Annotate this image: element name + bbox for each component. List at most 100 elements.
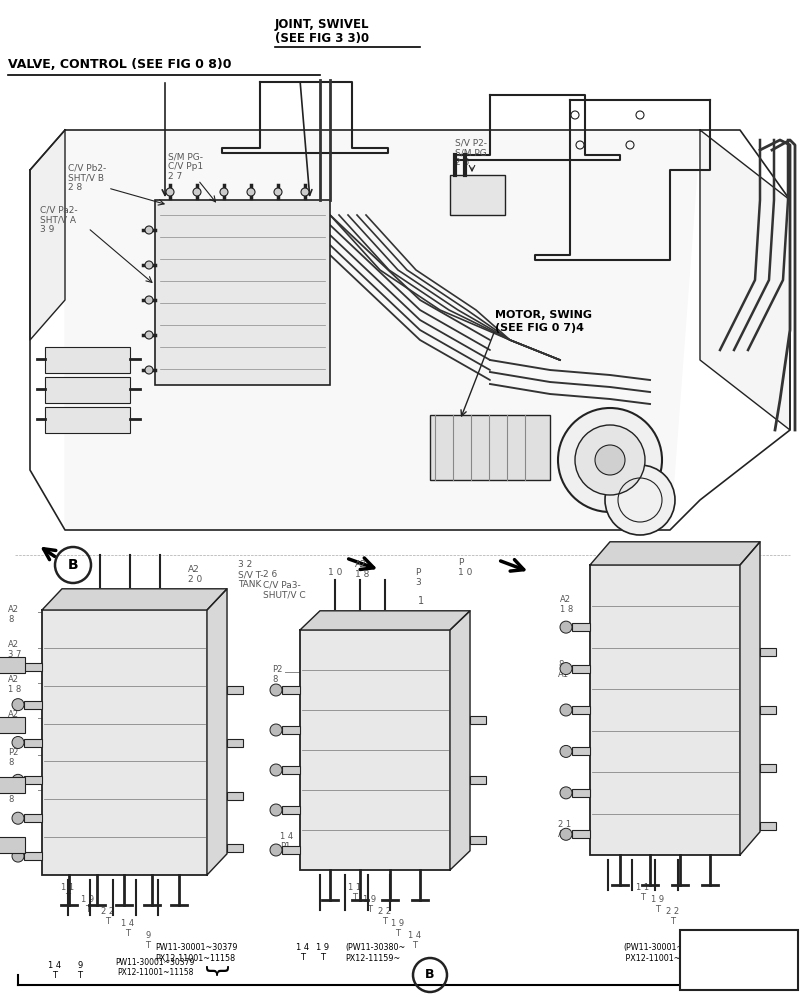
Bar [24,776,42,784]
Circle shape [12,661,24,673]
Text: 3 2: 3 2 [238,560,252,569]
Bar [0,777,25,793]
Text: 2 2
T: 2 2 T [378,907,391,926]
Text: 1 1
T: 1 1 T [348,883,361,902]
Circle shape [220,188,228,196]
Text: A2
1 8: A2 1 8 [560,595,573,614]
Circle shape [270,684,281,696]
Circle shape [301,188,309,196]
Text: T: T [300,953,305,962]
Circle shape [270,724,281,736]
Bar [24,738,42,746]
Text: 1 4
T: 1 4 T [408,931,421,950]
Polygon shape [699,130,789,430]
Text: P2
8: P2 8 [272,665,282,684]
Text: 2 8: 2 8 [68,183,82,192]
Text: 1 0: 1 0 [457,568,472,577]
Circle shape [560,663,571,675]
Bar [45,407,130,433]
Text: PX12-11159~: PX12-11159~ [345,954,400,963]
Text: T: T [77,971,83,980]
Text: 1 9
T: 1 9 T [391,919,404,938]
Polygon shape [449,611,470,870]
Bar [227,844,242,852]
Bar [281,686,299,694]
Text: S/M PG-: S/M PG- [168,152,203,161]
Text: 1 4: 1 4 [296,943,309,952]
Text: A2
3 8: A2 3 8 [8,710,21,729]
Bar [24,814,42,822]
Bar [571,706,590,714]
Text: JOINT, SWIVEL: JOINT, SWIVEL [275,18,369,31]
Text: S/M PG: S/M PG [454,148,486,157]
Text: P: P [457,558,463,567]
Text: P: P [633,553,638,562]
Bar [299,630,449,870]
Circle shape [560,787,571,799]
Text: VALVE, CONTROL (SEE FIG 0 8)0: VALVE, CONTROL (SEE FIG 0 8)0 [8,58,231,71]
Text: 1 0: 1 0 [328,568,342,577]
Circle shape [594,445,624,475]
Bar [155,200,329,385]
Circle shape [12,774,24,786]
Text: 1: 1 [418,596,423,606]
Circle shape [12,812,24,824]
Text: 1 9
T: 1 9 T [363,895,376,914]
Bar [281,766,299,774]
Polygon shape [739,542,759,855]
Text: A2
1 8: A2 1 8 [8,675,21,694]
Bar [430,415,549,480]
Text: PW11-30001~30379: PW11-30001~30379 [155,943,237,952]
Text: A2
3 7: A2 3 7 [8,640,21,659]
Bar [590,565,739,855]
Circle shape [270,844,281,856]
Text: PW11-30001~30379: PW11-30001~30379 [115,958,195,967]
Text: 3: 3 [414,578,420,587]
Text: 2 2
T: 2 2 T [666,907,679,926]
Text: 2 0: 2 0 [188,575,202,584]
Text: B: B [67,558,78,572]
Text: SHUT/V C: SHUT/V C [263,590,305,599]
Text: S/V T-: S/V T- [238,570,264,579]
Circle shape [560,828,571,840]
Bar [45,377,130,403]
Circle shape [604,465,674,535]
Text: (SEE FIG 0 7)4: (SEE FIG 0 7)4 [495,323,583,333]
Circle shape [145,226,152,234]
Text: A2: A2 [188,565,200,574]
Text: (PW11-30380~: (PW11-30380~ [345,943,405,952]
Polygon shape [207,589,227,875]
Text: 2 6: 2 6 [454,158,469,167]
Polygon shape [65,130,699,530]
Bar [679,930,797,990]
Bar [227,686,242,694]
Text: 2 1
A1: 2 1 A1 [557,820,570,839]
Text: T: T [320,953,325,962]
Circle shape [12,850,24,862]
Text: C/V Pp1: C/V Pp1 [168,162,203,171]
Circle shape [193,188,201,196]
Text: 1 1
T: 1 1 T [62,883,75,902]
Text: 1 8: 1 8 [354,570,369,579]
Circle shape [557,408,661,512]
Text: PX12-11001~11158: PX12-11001~11158 [622,954,705,963]
Polygon shape [590,542,759,565]
Text: PX12-11001~11158: PX12-11001~11158 [155,954,235,963]
Circle shape [12,736,24,748]
Text: 1 7: 1 7 [633,563,647,572]
Circle shape [145,261,152,269]
Text: P: P [414,568,420,577]
Text: PX12-11001~11158: PX12-11001~11158 [117,968,193,977]
Text: 1 3: 1 3 [697,548,711,557]
Bar [45,347,130,373]
Text: 1 1
T: 1 1 T [636,883,649,902]
Bar [227,791,242,799]
Bar [571,665,590,673]
Text: 8
A1: 8 A1 [557,660,569,679]
Bar [42,610,207,875]
Bar [759,648,775,656]
Text: P2
8: P2 8 [8,748,19,767]
Bar [281,806,299,814]
Text: C/V Pa2-: C/V Pa2- [40,205,78,214]
Text: SHT/V A: SHT/V A [40,215,76,224]
